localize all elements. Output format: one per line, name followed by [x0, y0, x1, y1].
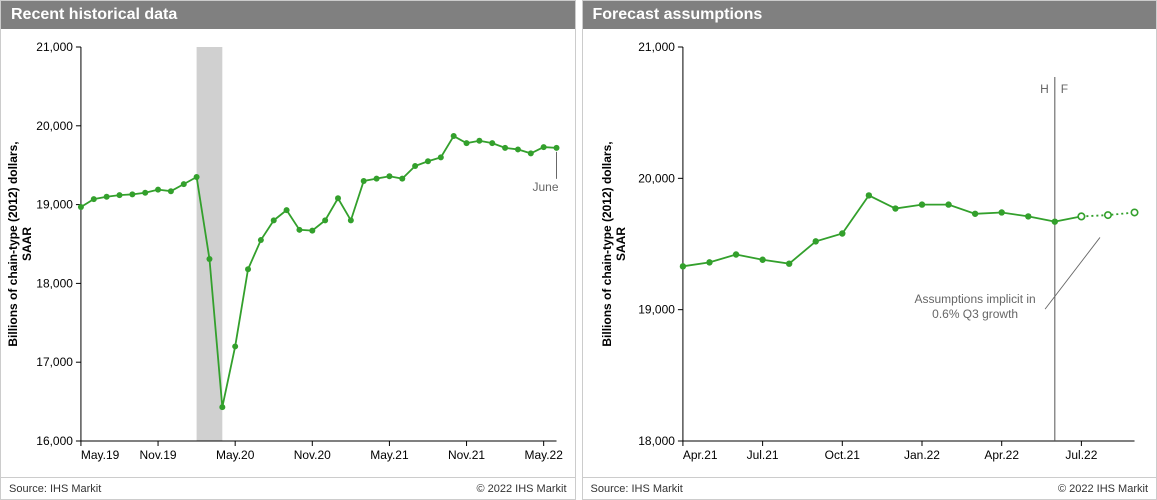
svg-text:June: June	[533, 180, 559, 194]
svg-text:Assumptions implicit in: Assumptions implicit in	[914, 292, 1035, 306]
svg-text:20,000: 20,000	[36, 119, 73, 133]
svg-text:May.19: May.19	[81, 448, 120, 462]
svg-text:H: H	[1040, 82, 1049, 96]
panel-historical: Recent historical data 16,000 17,000 18,00…	[0, 0, 576, 500]
chart-forecast: 18,000 19,000 20,000 21,000 Apr.21 Jul.21 Oct.…	[583, 29, 1157, 477]
svg-text:May.20: May.20	[216, 448, 255, 462]
svg-text:18,000: 18,000	[36, 276, 73, 290]
svg-text:Oct.21: Oct.21	[824, 448, 860, 462]
svg-text:May.21: May.21	[370, 448, 409, 462]
panel-historical-title: Recent historical data	[1, 1, 575, 29]
svg-text:19,000: 19,000	[638, 303, 675, 317]
svg-text:Nov.20: Nov.20	[294, 448, 331, 462]
panel-forecast-title: Forecast assumptions	[583, 1, 1157, 29]
svg-text:May.22: May.22	[524, 448, 563, 462]
svg-text:Apr.21: Apr.21	[682, 448, 717, 462]
svg-text:21,000: 21,000	[36, 40, 73, 54]
svg-text:Jan.22: Jan.22	[904, 448, 940, 462]
svg-text:Nov.19: Nov.19	[140, 448, 177, 462]
source-text: Source: IHS Markit	[9, 483, 101, 495]
copyright-text: © 2022 IHS Markit	[1058, 483, 1148, 495]
svg-text:Apr.22: Apr.22	[984, 448, 1019, 462]
copyright-text: © 2022 IHS Markit	[476, 483, 566, 495]
svg-text:0.6% Q3 growth: 0.6% Q3 growth	[932, 307, 1018, 321]
svg-text:19,000: 19,000	[36, 198, 73, 212]
svg-text:Jul.22: Jul.22	[1065, 448, 1097, 462]
panel-historical-footer: Source: IHS Markit © 2022 IHS Markit	[1, 477, 575, 499]
svg-text:18,000: 18,000	[638, 434, 675, 448]
panel-forecast: Forecast assumptions 18,000 19,000 20,000 2…	[582, 0, 1157, 500]
svg-text:Billions of chain-type (2012): Billions of chain-type (2012) dollars,SA…	[599, 141, 627, 346]
svg-text:20,000: 20,000	[638, 171, 675, 185]
chart-historical: 16,000 17,000 18,000 19,000 20,000 21,000 May.…	[1, 29, 575, 477]
svg-text:Nov.21: Nov.21	[448, 448, 485, 462]
svg-text:16,000: 16,000	[36, 434, 73, 448]
panel-forecast-footer: Source: IHS Markit © 2022 IHS Markit	[583, 477, 1157, 499]
svg-text:Jul.21: Jul.21	[746, 448, 778, 462]
svg-text:Billions of chain-type (2012): Billions of chain-type (2012) dollars,SA…	[6, 141, 34, 346]
svg-text:F: F	[1060, 82, 1067, 96]
dual-chart-container: Recent historical data 16,000 17,000 18,00…	[0, 0, 1157, 500]
svg-text:21,000: 21,000	[638, 40, 675, 54]
source-text: Source: IHS Markit	[591, 483, 683, 495]
svg-text:17,000: 17,000	[36, 355, 73, 369]
